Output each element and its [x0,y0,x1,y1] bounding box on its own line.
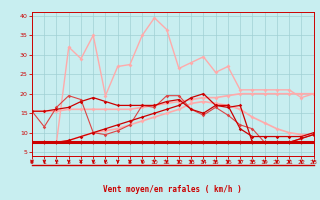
X-axis label: Vent moyen/en rafales ( km/h ): Vent moyen/en rafales ( km/h ) [103,185,242,194]
